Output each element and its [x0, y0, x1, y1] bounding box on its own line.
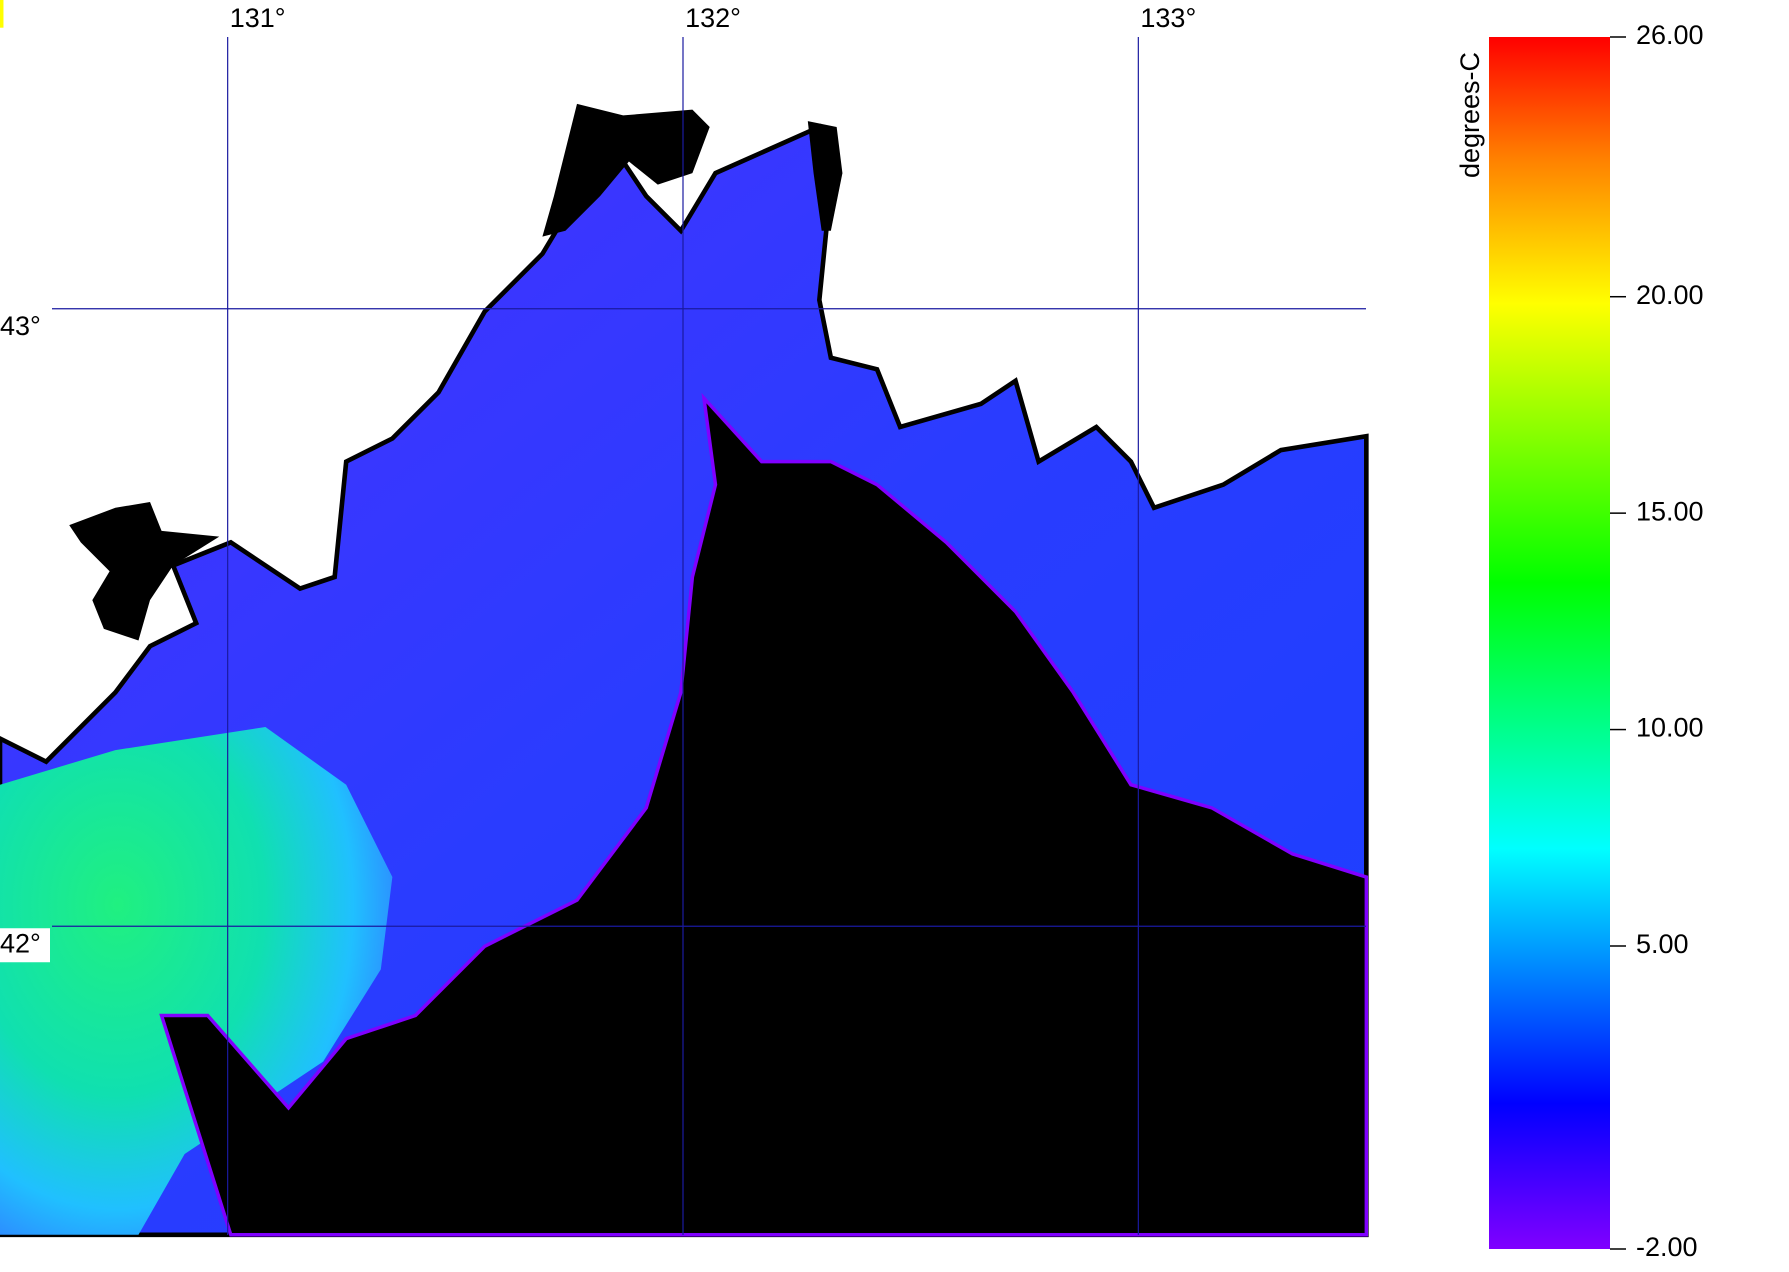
land-dark: [807, 121, 843, 231]
lon-label: 132°: [685, 3, 741, 33]
colorbar-tick-label: 15.00: [1636, 496, 1704, 526]
colorbar: [1489, 37, 1610, 1249]
colorbar-title: degrees-C: [1455, 52, 1485, 178]
land-dark: [542, 103, 710, 237]
lon-label: 133°: [1140, 3, 1196, 33]
colorbar-tick-label: -2.00: [1636, 1232, 1698, 1262]
label-bg: [0, 928, 50, 963]
land-dark: [69, 501, 220, 641]
warm-water: [0, 727, 393, 1235]
colorbar-tick-label: 5.00: [1636, 929, 1689, 959]
colorbar-tick-label: 20.00: [1636, 280, 1704, 310]
lat-label: 42°: [0, 928, 41, 958]
cloud: [159, 392, 1369, 1237]
label-bg: [0, 310, 50, 345]
lon-label: 131°: [230, 3, 286, 33]
colorbar-tick-label: 26.00: [1636, 20, 1704, 50]
corner-mark: [0, 0, 4, 28]
lat-label: 43°: [0, 311, 41, 341]
colorbar-tick-label: 10.00: [1636, 713, 1704, 743]
